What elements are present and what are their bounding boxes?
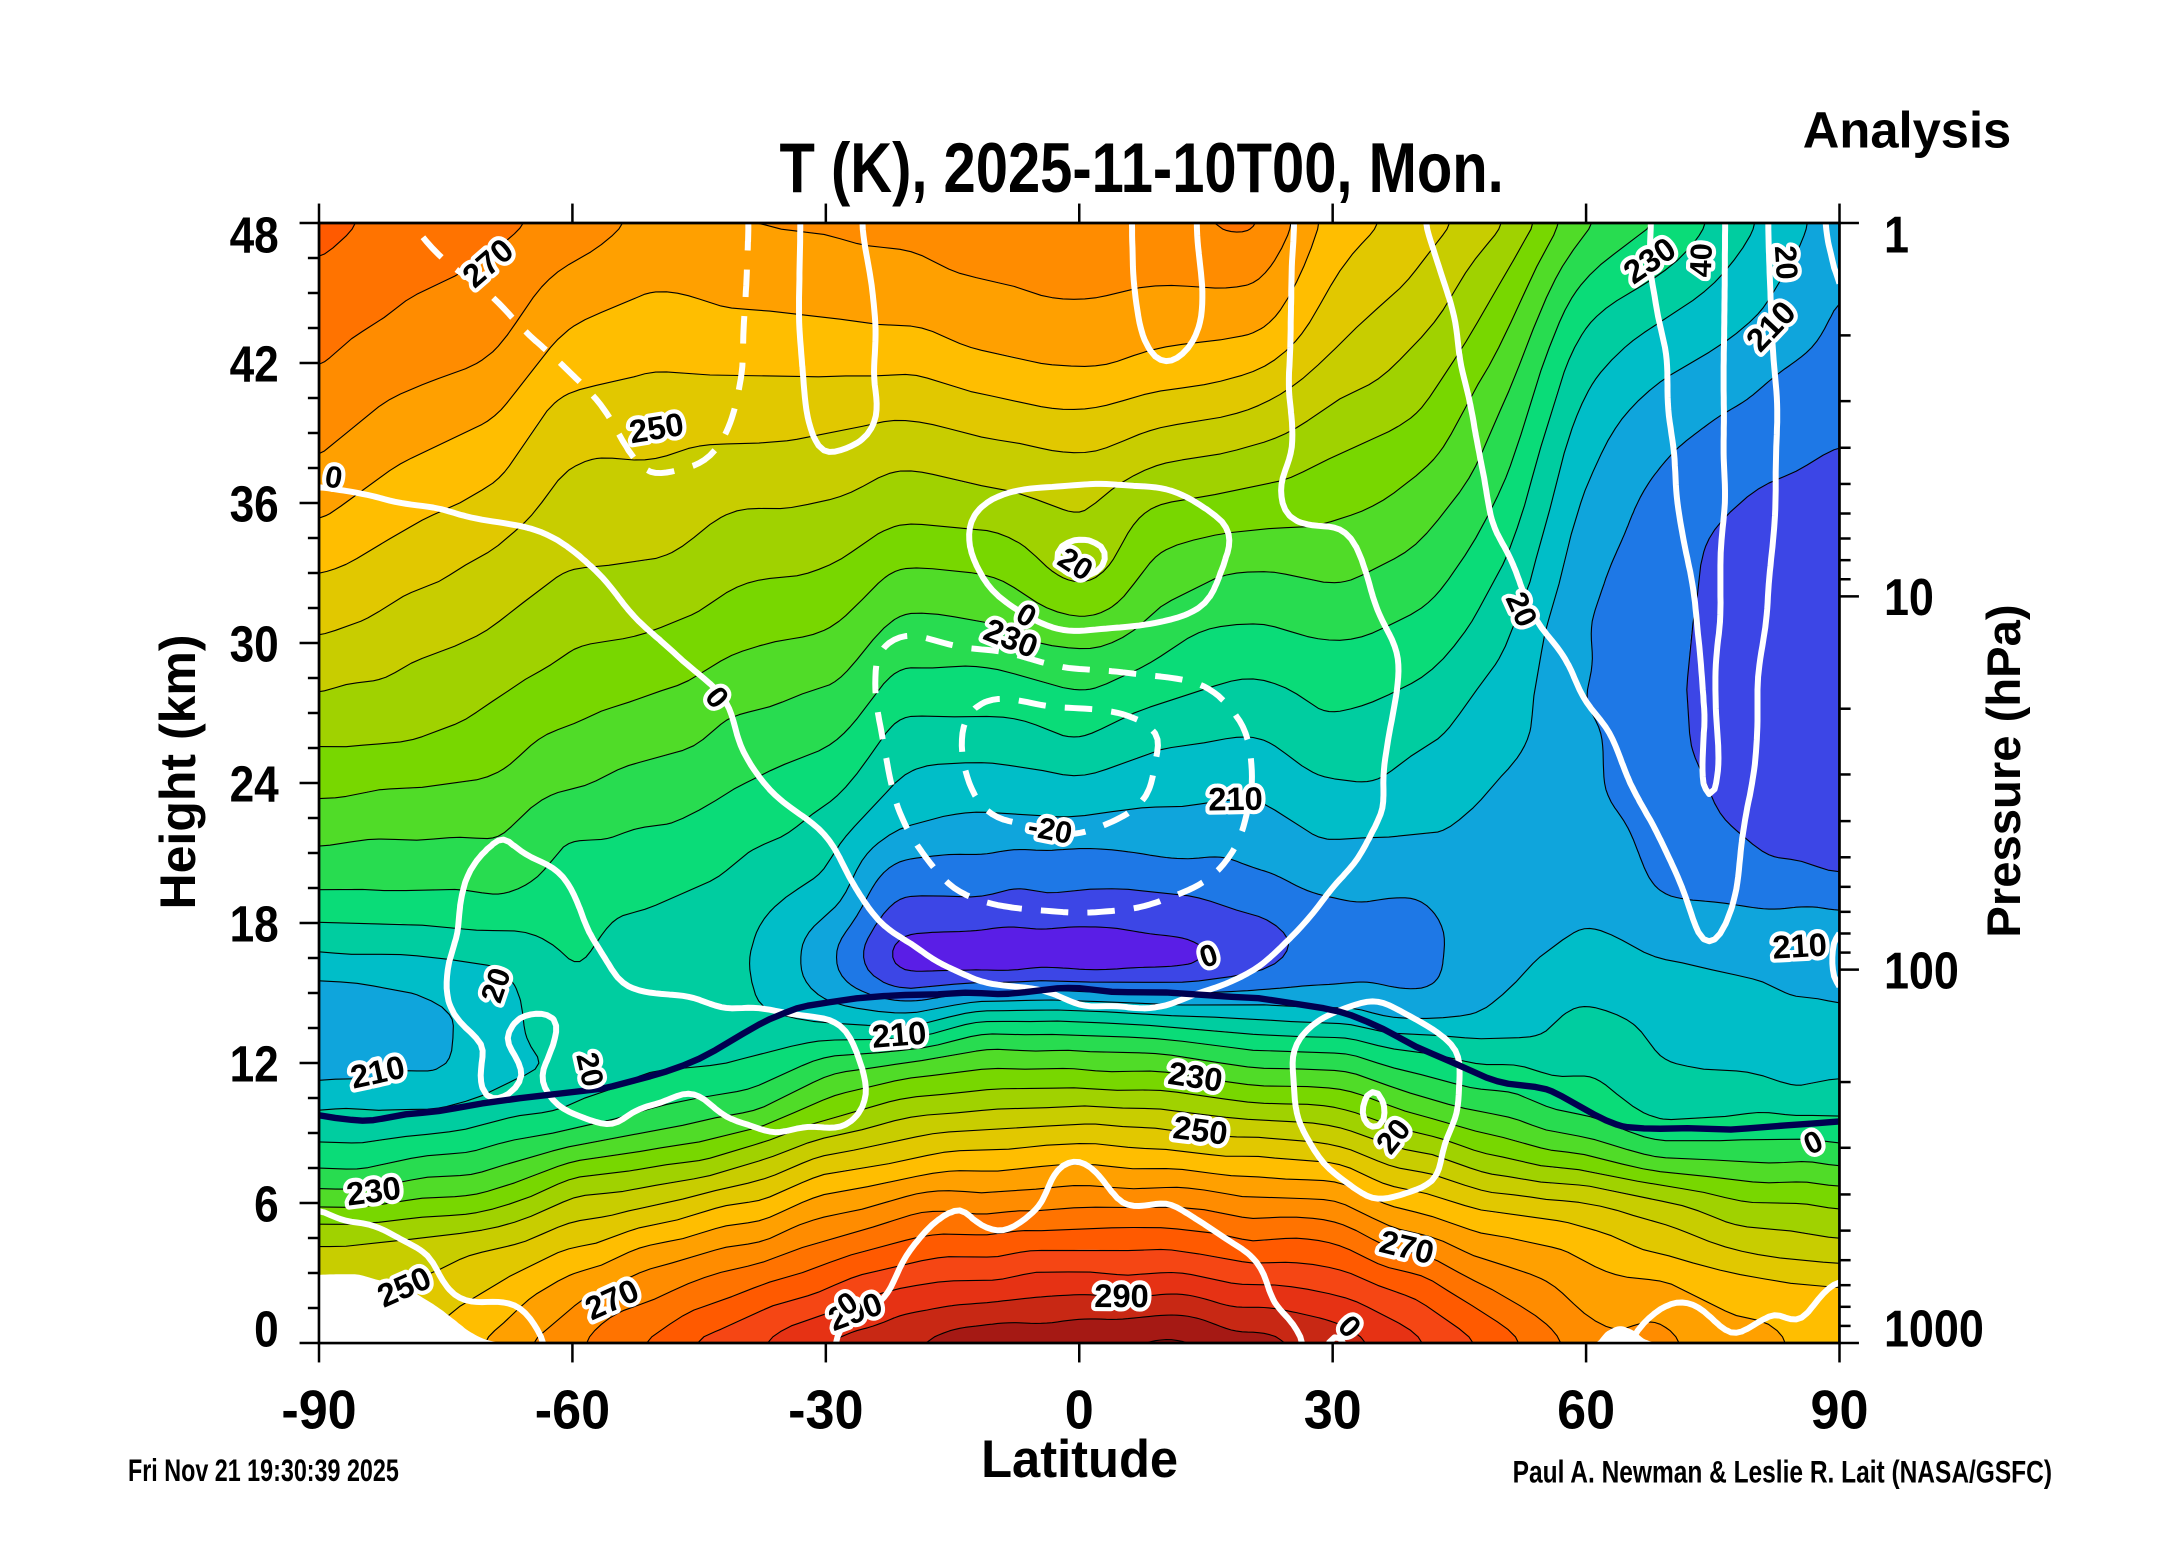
svg-text:60: 60 — [1557, 1380, 1615, 1440]
svg-text:10: 10 — [1884, 569, 1934, 627]
svg-text:-60: -60 — [535, 1380, 610, 1440]
svg-text:100: 100 — [1884, 943, 1959, 1001]
svg-text:-30: -30 — [788, 1380, 863, 1440]
svg-text:Latitude: Latitude — [981, 1429, 1178, 1488]
svg-text:1: 1 — [1884, 207, 1909, 265]
svg-text:Fri Nov 21 19:30:39 2025: Fri Nov 21 19:30:39 2025 — [128, 1452, 399, 1487]
svg-text:30: 30 — [1304, 1380, 1362, 1440]
svg-text:30: 30 — [230, 617, 279, 674]
svg-text:36: 36 — [230, 477, 279, 534]
svg-text:T (K), 2025-11-10T00, Mon.: T (K), 2025-11-10T00, Mon. — [779, 128, 1503, 208]
svg-text:Analysis: Analysis — [1803, 102, 2012, 159]
svg-text:90: 90 — [1811, 1380, 1869, 1440]
svg-text:Pressure (hPa): Pressure (hPa) — [1978, 604, 2031, 937]
svg-text:18: 18 — [230, 897, 279, 954]
svg-text:Paul A. Newman & Leslie R. Lai: Paul A. Newman & Leslie R. Lait (NASA/GS… — [1513, 1454, 2052, 1490]
svg-text:12: 12 — [230, 1037, 279, 1094]
svg-text:6: 6 — [254, 1177, 279, 1234]
svg-text:0: 0 — [1065, 1380, 1094, 1440]
svg-text:48: 48 — [230, 208, 279, 265]
svg-text:0: 0 — [254, 1302, 279, 1359]
svg-text:42: 42 — [230, 337, 279, 394]
svg-text:Height (km): Height (km) — [150, 634, 206, 909]
svg-text:24: 24 — [230, 757, 279, 814]
svg-text:-90: -90 — [281, 1380, 356, 1440]
svg-text:1000: 1000 — [1884, 1301, 1984, 1359]
